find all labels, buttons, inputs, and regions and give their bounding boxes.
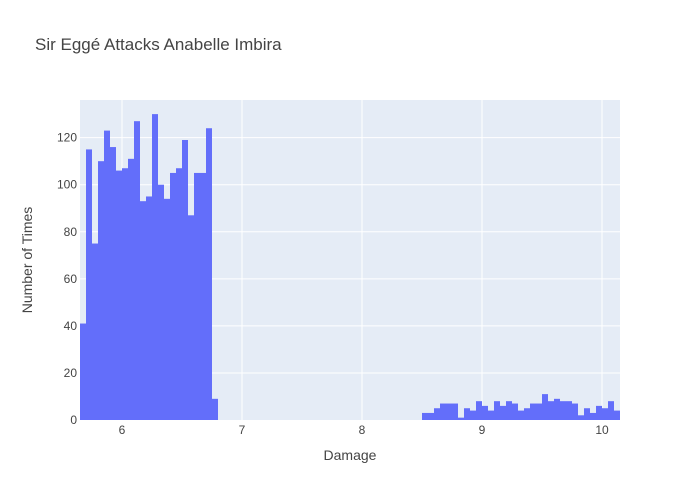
histogram-bar bbox=[212, 398, 218, 420]
y-tick-label: 80 bbox=[64, 225, 78, 239]
histogram-bar bbox=[476, 401, 482, 420]
histogram-bar bbox=[584, 408, 590, 420]
histogram-bar bbox=[188, 215, 194, 420]
histogram-bar bbox=[434, 408, 440, 420]
histogram-bar bbox=[530, 403, 536, 420]
histogram-bar bbox=[170, 172, 176, 420]
histogram-bar bbox=[488, 410, 494, 420]
x-tick-label: 9 bbox=[479, 423, 486, 437]
x-tick-label: 10 bbox=[595, 423, 609, 437]
histogram-bar bbox=[548, 401, 554, 420]
histogram-bar bbox=[608, 401, 614, 420]
histogram-bar bbox=[542, 394, 548, 420]
histogram-bar bbox=[80, 323, 86, 420]
y-tick-label: 20 bbox=[64, 366, 78, 380]
histogram-bar bbox=[140, 201, 146, 420]
histogram-bar bbox=[176, 168, 182, 420]
histogram-bar bbox=[602, 408, 608, 420]
histogram-bar bbox=[560, 401, 566, 420]
histogram-bar bbox=[596, 405, 602, 420]
histogram-bar bbox=[116, 170, 122, 420]
histogram-bar bbox=[578, 415, 584, 420]
histogram-bar bbox=[452, 403, 458, 420]
y-tick-label: 60 bbox=[64, 272, 78, 286]
histogram-bar bbox=[566, 401, 572, 420]
y-tick-label: 100 bbox=[57, 178, 77, 192]
histogram-bar bbox=[470, 410, 476, 420]
x-axis-title: Damage bbox=[324, 447, 377, 463]
histogram-bar bbox=[110, 147, 116, 420]
histogram-bar bbox=[104, 130, 110, 420]
histogram-bar bbox=[464, 408, 470, 420]
histogram-bar bbox=[512, 403, 518, 420]
x-tick-labels: 6 7 8 9 10 bbox=[119, 423, 609, 437]
histogram-bar bbox=[506, 401, 512, 420]
histogram-bar bbox=[86, 149, 92, 421]
histogram-bar bbox=[146, 196, 152, 420]
bars bbox=[80, 114, 620, 421]
histogram-bar bbox=[158, 184, 164, 420]
y-tick-label: 40 bbox=[64, 319, 78, 333]
histogram-bar bbox=[518, 410, 524, 420]
histogram-bar bbox=[164, 198, 170, 420]
histogram-bar bbox=[194, 172, 200, 420]
histogram-bar bbox=[590, 412, 596, 420]
histogram-bar bbox=[128, 158, 134, 420]
histogram-bar bbox=[152, 114, 158, 420]
histogram-bar bbox=[182, 140, 188, 420]
histogram-bar bbox=[458, 417, 464, 420]
y-tick-labels: 0 20 40 60 80 100 120 bbox=[57, 131, 77, 427]
histogram-bar bbox=[206, 128, 212, 420]
histogram-bar bbox=[536, 403, 542, 420]
histogram-bar bbox=[134, 121, 140, 421]
histogram-bar bbox=[614, 410, 620, 420]
histogram-bar bbox=[446, 403, 452, 420]
histogram-bar bbox=[422, 412, 428, 420]
histogram-bar bbox=[500, 405, 506, 420]
histogram-bar bbox=[98, 161, 104, 421]
y-tick-label: 0 bbox=[70, 413, 77, 427]
x-tick-label: 6 bbox=[119, 423, 126, 437]
x-tick-label: 7 bbox=[239, 423, 246, 437]
y-tick-label: 120 bbox=[57, 131, 77, 145]
histogram-bar bbox=[92, 243, 98, 420]
histogram-bar bbox=[440, 403, 446, 420]
histogram-bar bbox=[572, 403, 578, 420]
histogram-bar bbox=[428, 412, 434, 420]
histogram-bar bbox=[482, 405, 488, 420]
histogram-bar bbox=[122, 168, 128, 420]
histogram-bar bbox=[200, 172, 206, 420]
y-axis-title: Number of Times bbox=[19, 207, 35, 314]
histogram-bar bbox=[494, 401, 500, 420]
chart-title: Sir Eggé Attacks Anabelle Imbira bbox=[35, 35, 282, 54]
histogram-bar bbox=[524, 408, 530, 420]
x-tick-label: 8 bbox=[359, 423, 366, 437]
histogram-bar bbox=[554, 398, 560, 420]
